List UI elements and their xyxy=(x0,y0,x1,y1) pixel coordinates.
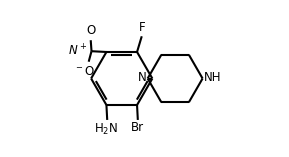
Text: O: O xyxy=(86,24,95,37)
Text: Br: Br xyxy=(131,122,144,135)
Text: F: F xyxy=(139,21,146,34)
Text: $^-$O: $^-$O xyxy=(74,65,95,78)
Text: H$_2$N: H$_2$N xyxy=(94,122,118,137)
Text: NH: NH xyxy=(204,71,221,84)
Text: $N^+$: $N^+$ xyxy=(68,43,88,59)
Text: N: N xyxy=(138,71,147,84)
